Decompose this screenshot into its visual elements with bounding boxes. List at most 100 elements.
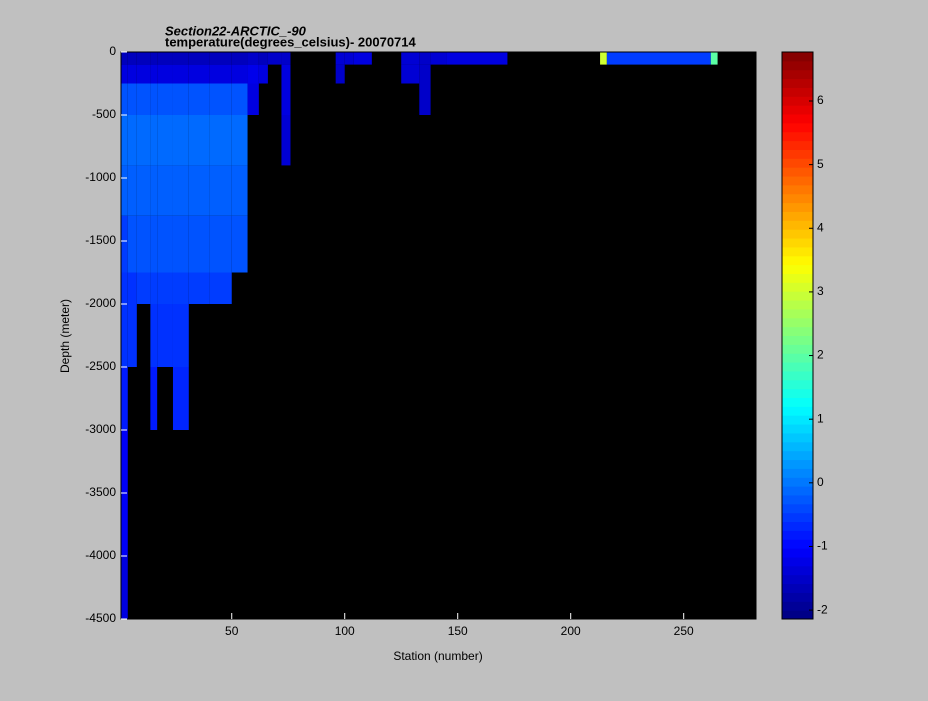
colorbar-step xyxy=(782,291,813,301)
cell xyxy=(136,115,151,166)
colorbar-step xyxy=(782,96,813,106)
cell xyxy=(188,52,210,65)
colorbar-step xyxy=(782,326,813,336)
cell xyxy=(419,52,431,65)
colorbar-step xyxy=(782,273,813,283)
cell xyxy=(172,64,189,84)
cell xyxy=(267,52,282,65)
cell xyxy=(209,165,232,216)
cell xyxy=(172,83,189,115)
cell xyxy=(121,304,128,367)
colorbar-step xyxy=(782,432,813,443)
cell xyxy=(127,304,137,367)
colorbar-step xyxy=(782,114,813,124)
cell xyxy=(188,64,210,84)
cell xyxy=(121,556,128,619)
cell xyxy=(150,83,158,115)
colorbar-step xyxy=(782,583,813,593)
colorbar-step xyxy=(782,264,813,274)
cell xyxy=(231,64,248,84)
y-tick-label: -3000 xyxy=(85,422,116,436)
colorbar-step xyxy=(782,60,813,71)
cell xyxy=(172,304,189,367)
cell xyxy=(172,52,189,65)
cell xyxy=(150,64,158,84)
y-tick-label: -4500 xyxy=(85,611,116,625)
colorbar-tick-label: 4 xyxy=(817,220,824,234)
cells xyxy=(121,52,718,619)
colorbar-step xyxy=(782,601,813,611)
cell xyxy=(157,64,173,84)
cell xyxy=(157,215,173,273)
cell xyxy=(231,115,248,166)
x-axis-label: Station (number) xyxy=(393,649,482,663)
colorbar-step xyxy=(782,468,813,478)
cell xyxy=(121,115,128,166)
cell xyxy=(157,272,173,304)
cell xyxy=(121,83,128,115)
y-axis-label: Depth (meter) xyxy=(58,299,72,373)
colorbar-step xyxy=(782,246,813,257)
cell xyxy=(127,165,137,216)
cell xyxy=(172,165,189,216)
colorbar-step xyxy=(782,556,813,567)
colorbar-step xyxy=(782,131,813,142)
x-tick-label: 50 xyxy=(225,624,239,638)
x-tick-label: 150 xyxy=(448,624,468,638)
colorbar-step xyxy=(782,592,813,602)
y-tick-label: 0 xyxy=(109,44,116,58)
colorbar-step xyxy=(782,300,813,310)
x-tick-label: 200 xyxy=(561,624,581,638)
cell xyxy=(430,52,447,65)
colorbar-step xyxy=(782,344,813,354)
colorbar-tick-label: 3 xyxy=(817,284,824,298)
cell xyxy=(157,115,173,166)
cell xyxy=(188,215,210,273)
cell xyxy=(127,215,137,273)
colorbar-tick-label: 1 xyxy=(817,411,824,425)
cell xyxy=(121,215,128,273)
cell xyxy=(209,52,232,65)
cell xyxy=(281,83,291,115)
cell xyxy=(121,272,128,304)
x-tick-label: 250 xyxy=(674,624,694,638)
colorbar-step xyxy=(782,122,813,133)
colorbar-step xyxy=(782,494,813,505)
colorbar-step xyxy=(782,459,813,469)
colorbar-step xyxy=(782,69,813,80)
colorbar-tick-label: 0 xyxy=(817,475,824,489)
cell xyxy=(121,165,128,216)
y-tick-label: -4000 xyxy=(85,548,116,562)
cell xyxy=(247,52,259,65)
cell xyxy=(188,272,210,304)
colorbar-step xyxy=(782,184,813,195)
cell xyxy=(188,115,210,166)
colorbar-step xyxy=(782,140,813,150)
cell xyxy=(121,64,128,84)
colorbar-step xyxy=(782,229,813,239)
cell xyxy=(419,83,431,115)
colorbar-frame xyxy=(781,51,814,620)
colorbar-step xyxy=(782,406,813,416)
colorbar-step xyxy=(782,220,813,230)
cell xyxy=(231,83,248,115)
colorbar-step xyxy=(782,530,813,540)
colorbar-step xyxy=(782,521,813,531)
cell xyxy=(127,115,137,166)
cell xyxy=(209,83,232,115)
y-tick-label: -1500 xyxy=(85,233,116,247)
colorbar-tick-label: 6 xyxy=(817,93,824,107)
cell xyxy=(136,215,151,273)
colorbar-step xyxy=(782,52,813,62)
cell xyxy=(136,52,151,65)
cell xyxy=(419,64,431,84)
y-tick-label: -1000 xyxy=(85,170,116,184)
y-tick-label: -2500 xyxy=(85,359,116,373)
cell xyxy=(231,165,248,216)
colorbar-step xyxy=(782,193,813,204)
colorbar-step xyxy=(782,503,813,514)
cell xyxy=(136,64,151,84)
cell xyxy=(172,115,189,166)
cell xyxy=(353,52,372,65)
